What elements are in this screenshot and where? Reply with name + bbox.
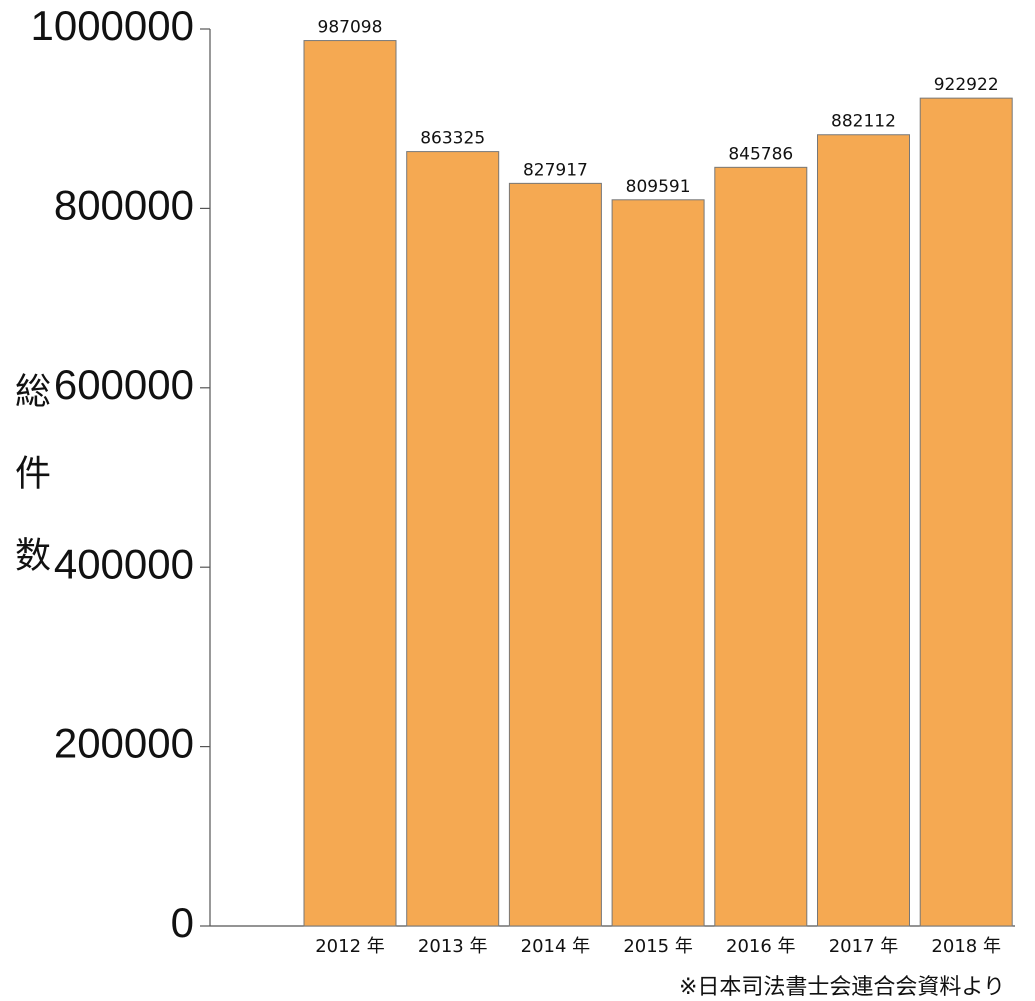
value-label: 827917 (523, 160, 588, 180)
y-tick-label: 800000 (54, 181, 194, 228)
y-tick-label: 0 (171, 899, 194, 946)
bar (508, 182, 602, 927)
y-tick-label: 1000000 (30, 2, 194, 49)
x-tick-label: 2018 年 (931, 936, 1001, 957)
x-tick-label: 2017 年 (829, 936, 899, 957)
x-tick-label: 2013 年 (418, 936, 488, 957)
value-label: 845786 (728, 144, 793, 164)
value-label: 809591 (626, 177, 691, 197)
value-label: 882112 (831, 112, 896, 132)
x-tick-label: 2015 年 (623, 936, 693, 957)
bar (611, 199, 705, 927)
bar (406, 151, 500, 927)
bar (919, 97, 1013, 927)
value-label: 863325 (420, 129, 485, 149)
y-tick-label: 200000 (54, 720, 194, 767)
value-label: 922922 (934, 75, 999, 95)
bar (817, 134, 910, 927)
x-tick-label: 2016 年 (726, 936, 796, 957)
x-tick-label: 2012 年 (315, 936, 385, 957)
y-tick-label: 600000 (54, 361, 194, 408)
value-label: 987098 (318, 18, 383, 38)
y-axis-label: 総件数 (9, 372, 50, 618)
bar (303, 40, 397, 927)
x-tick-label: 2014 年 (521, 936, 591, 957)
source-note: ※日本司法書士会連合会資料より (679, 975, 1005, 1000)
y-tick-label: 400000 (54, 540, 194, 587)
bar (714, 166, 808, 927)
